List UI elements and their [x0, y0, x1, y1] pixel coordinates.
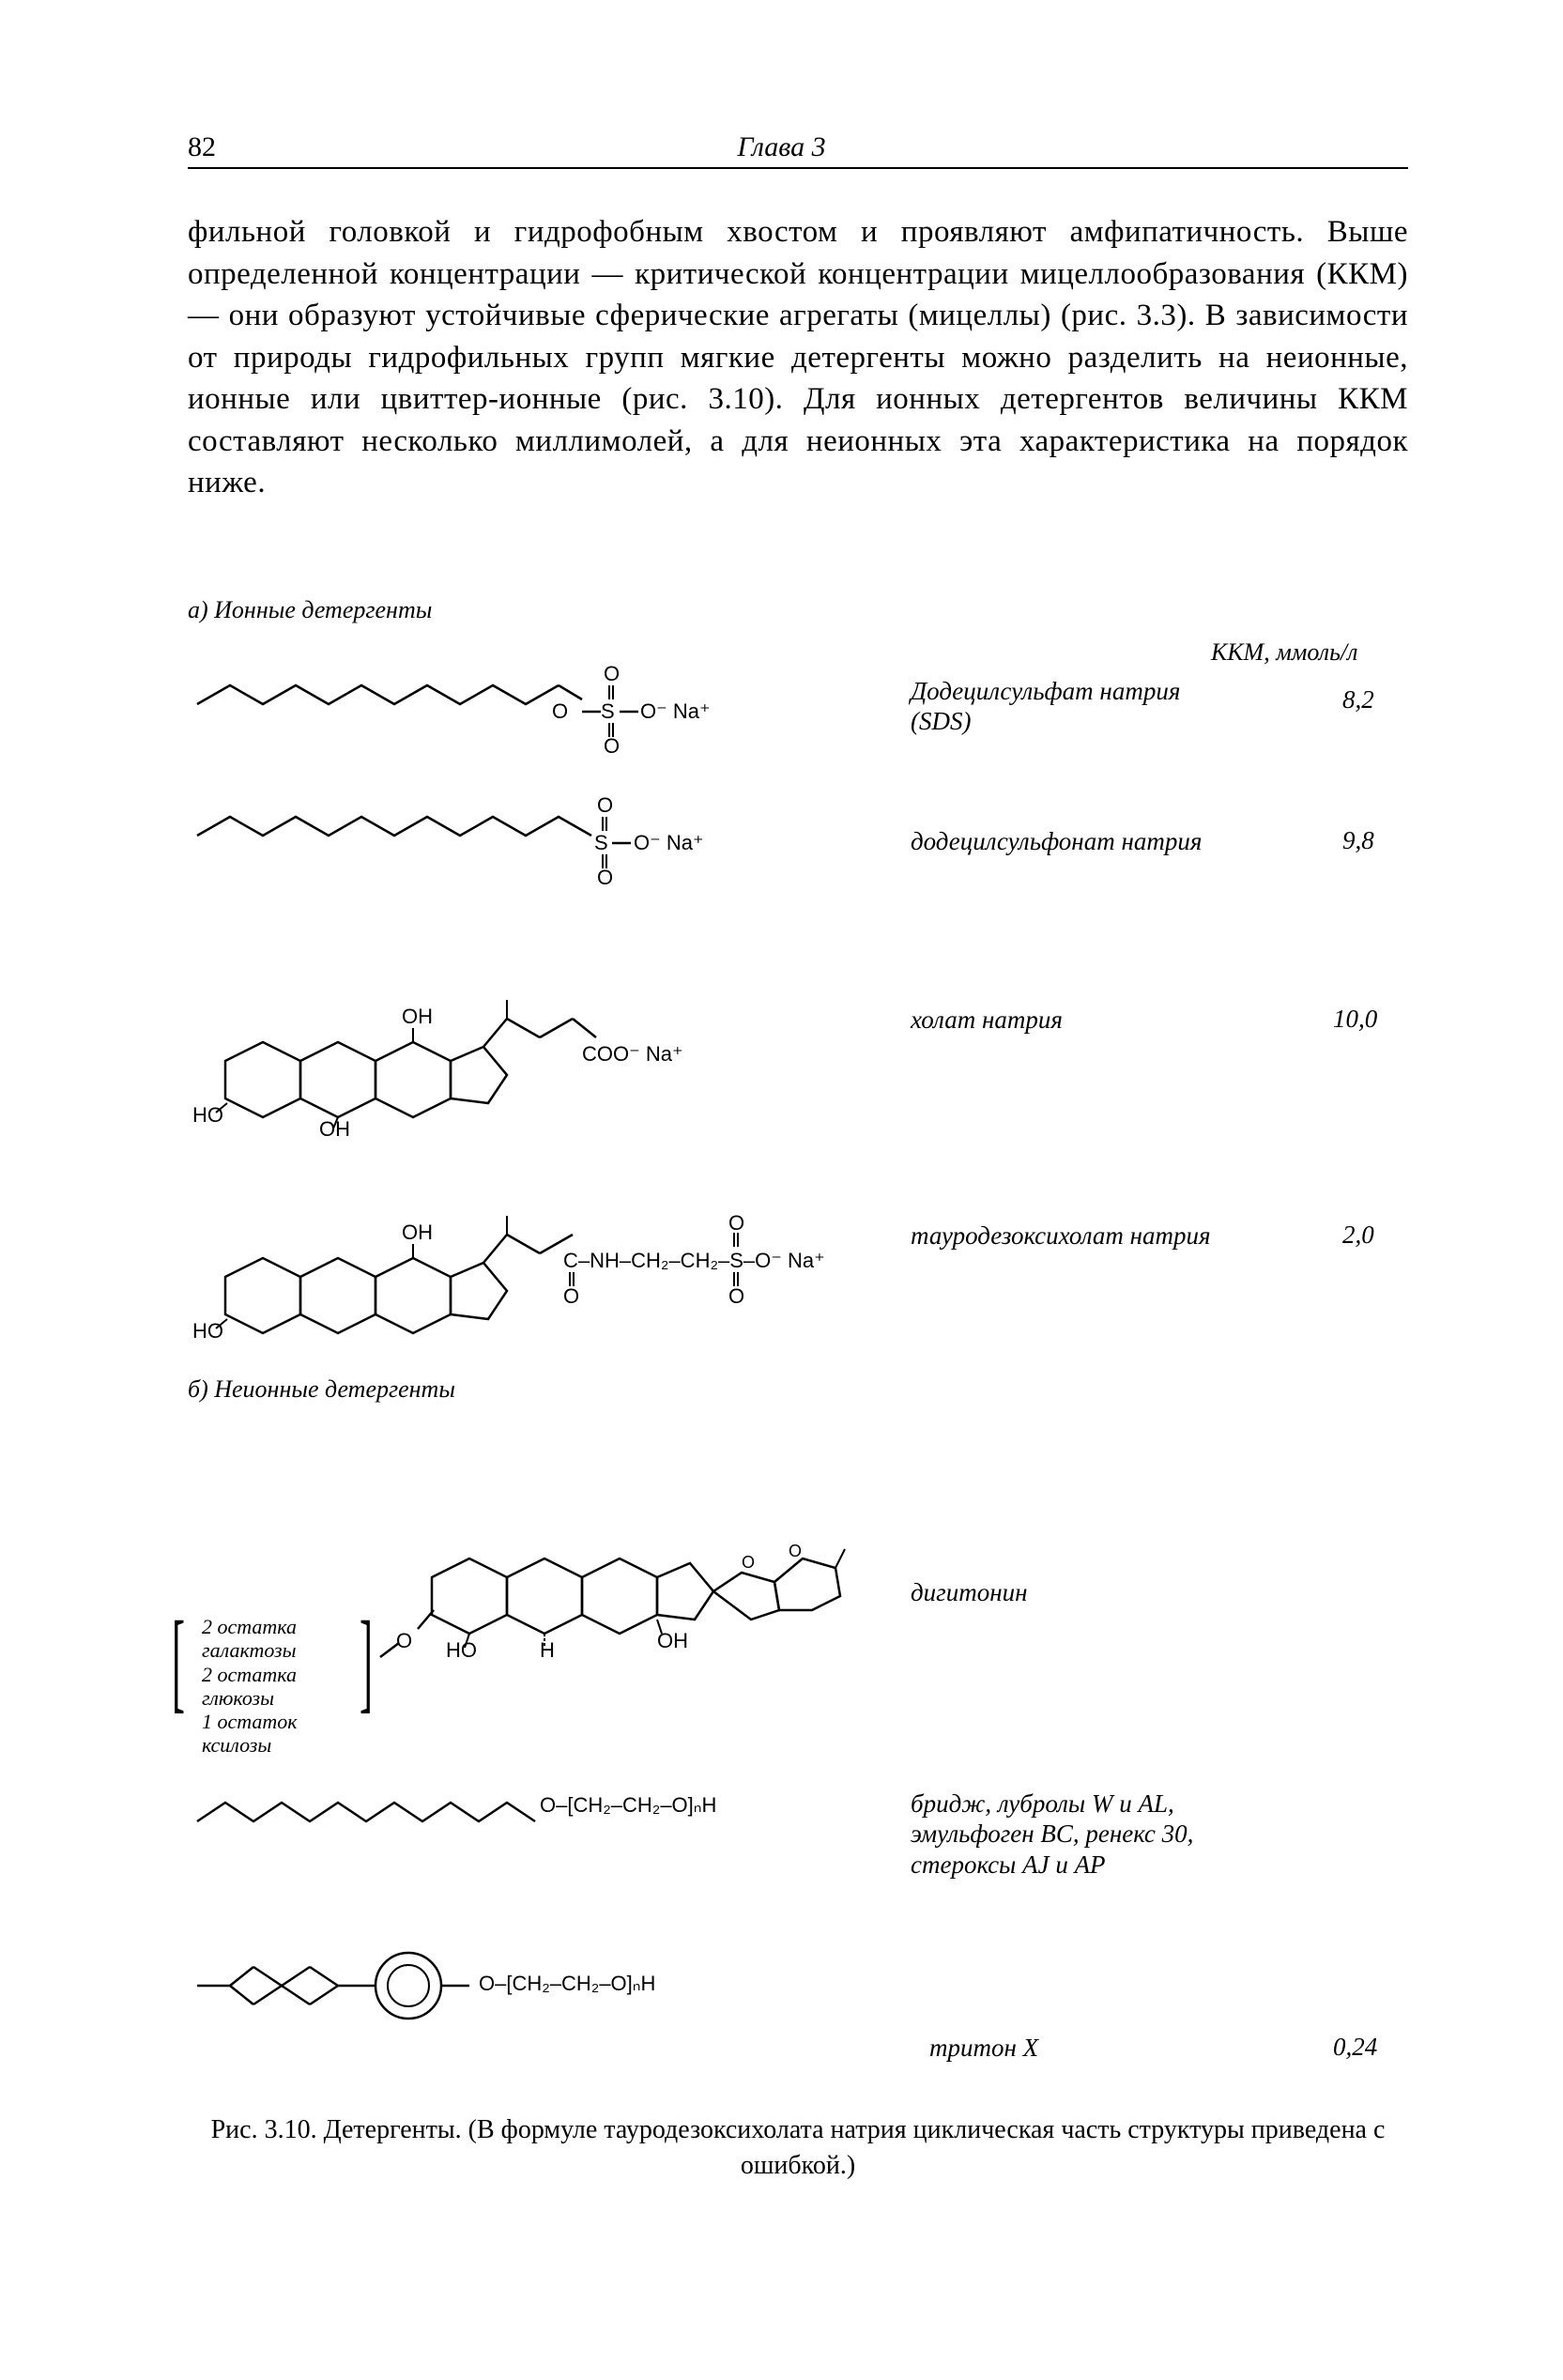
svg-text:S: S — [601, 699, 615, 723]
sulfonate-name: додецилсульфонат натрия — [911, 826, 1202, 856]
brij-formula: O–[CH₂–CH₂–O]ₙH — [540, 1793, 716, 1818]
svg-text:O: O — [552, 699, 568, 723]
svg-text:HO: HO — [192, 1103, 223, 1127]
svg-text:S: S — [594, 831, 608, 854]
svg-text:H: H — [540, 1638, 555, 1662]
cholate-kkm: 10,0 — [1333, 1005, 1377, 1034]
brij-name: бридж, лубролы W и AL, эмульфоген BC, ре… — [911, 1789, 1193, 1880]
taurodeoxy-name: тауродезоксихолат натрия — [911, 1221, 1211, 1251]
svg-text:HO: HO — [192, 1319, 223, 1343]
page: 82 Глава 3 фильной головкой и гидрофобны… — [0, 0, 1563, 2380]
taurodeoxycholate-structure: HO OH C–NH–CH₂–CH₂–S–O⁻ Na⁺ O O O — [188, 1136, 864, 1333]
section-b-label: б) Неионные детергенты — [188, 1375, 455, 1404]
sulfonate-structure: S O O O⁻ Na⁺ — [188, 779, 713, 883]
triton-name: тритон X — [929, 2033, 1038, 2063]
body-paragraph: фильной головкой и гидрофобным хвостом и… — [188, 211, 1408, 504]
svg-text:O: O — [728, 1284, 744, 1308]
sds-kkm: 8,2 — [1342, 685, 1374, 714]
cholate-structure: HO OH OH COO⁻ Na⁺ — [188, 911, 713, 1108]
sugar-bracket-left: [ — [172, 1596, 185, 1726]
svg-text:OH: OH — [402, 1005, 433, 1028]
svg-text:O: O — [604, 734, 620, 758]
sugar-note: 2 остатка галактозы 2 остатка глюкозы 1 … — [202, 1615, 298, 1758]
svg-text:COO⁻ Na⁺: COO⁻ Na⁺ — [582, 1042, 683, 1066]
kkm-header: ККМ, ммоль/л — [1211, 638, 1357, 667]
sds-structure: O S O O O⁻ Na⁺ — [188, 648, 713, 751]
sugar-bracket-right: ] — [360, 1596, 373, 1726]
cholate-name: холат натрия — [911, 1005, 1063, 1035]
svg-text:O: O — [396, 1629, 412, 1652]
svg-text:O: O — [728, 1211, 744, 1235]
svg-text:O⁻ Na⁺: O⁻ Na⁺ — [640, 699, 711, 723]
triton-kkm: 0,24 — [1333, 2033, 1377, 2062]
digitonin-name: дигитонин — [911, 1577, 1027, 1607]
taurodeoxy-kkm: 2,0 — [1342, 1221, 1374, 1250]
brij-structure — [188, 1774, 582, 1850]
figure-caption: Рис. 3.10. Детергенты. (В формуле таурод… — [188, 2112, 1408, 2184]
svg-text:HO: HO — [446, 1638, 477, 1662]
svg-text:O⁻ Na⁺: O⁻ Na⁺ — [634, 831, 704, 854]
section-a-label: а) Ионные детергенты — [188, 596, 432, 624]
sds-name: Додецилсульфат натрия (SDS) — [911, 676, 1180, 737]
svg-text:O: O — [597, 866, 613, 889]
chapter-title: Глава 3 — [0, 131, 1563, 163]
svg-text:OH: OH — [402, 1221, 433, 1244]
triton-formula: O–[CH₂–CH₂–O]ₙH — [479, 1972, 655, 1996]
svg-text:O: O — [742, 1553, 755, 1572]
svg-text:C–NH–CH₂–CH₂–S–O⁻ Na⁺: C–NH–CH₂–CH₂–S–O⁻ Na⁺ — [563, 1249, 825, 1272]
chapter-rule — [188, 167, 1408, 169]
sulfonate-kkm: 9,8 — [1342, 826, 1374, 855]
svg-text:O: O — [597, 793, 613, 817]
svg-text:O: O — [789, 1542, 802, 1560]
svg-text:O: O — [563, 1284, 579, 1308]
svg-text:O: O — [604, 662, 620, 685]
